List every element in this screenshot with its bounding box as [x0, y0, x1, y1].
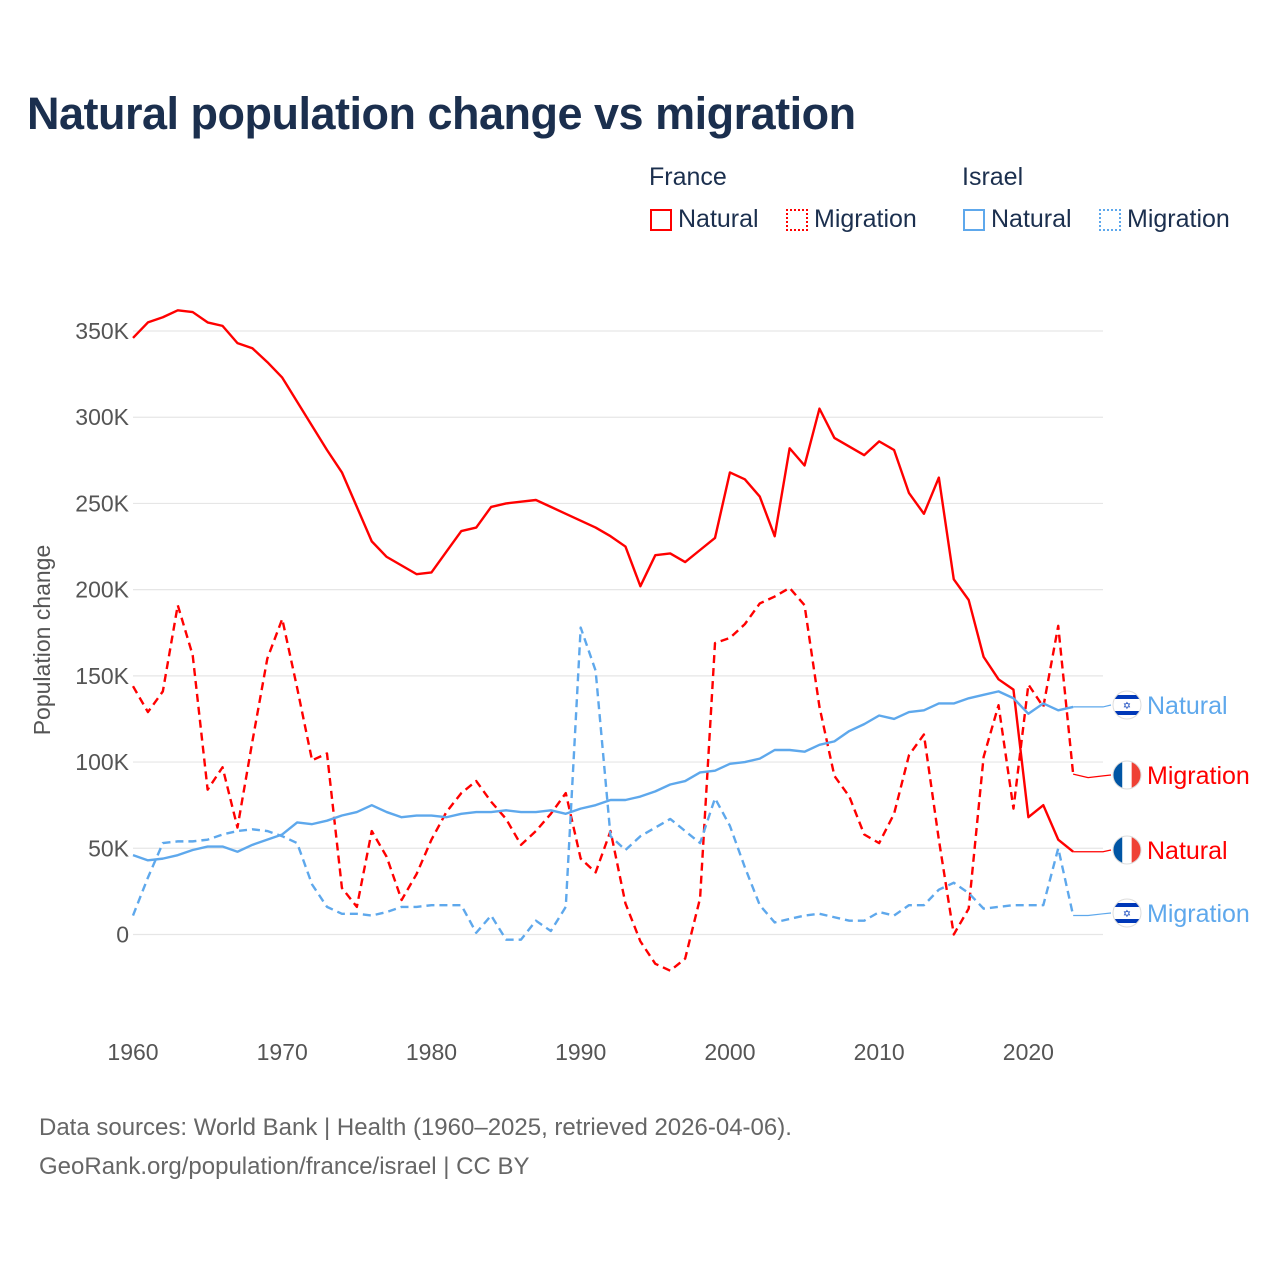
legend-group-israel: Israel — [962, 163, 1024, 191]
series-line-israel-migration[interactable] — [131, 626, 1075, 941]
legend-israel-natural[interactable]: Natural — [963, 205, 1072, 234]
series-connector — [1073, 704, 1112, 708]
x-tick-label: 1970 — [257, 1039, 308, 1065]
series-connector — [1073, 912, 1112, 917]
series-end-label: Natural — [1147, 692, 1228, 720]
dotted-swatch-icon — [786, 208, 808, 231]
x-tick-label: 1980 — [406, 1039, 457, 1065]
legend-label: Migration — [814, 205, 917, 233]
svg-text:✡: ✡ — [1123, 909, 1131, 920]
france-flag-icon — [1112, 760, 1142, 790]
x-tick-label: 1990 — [555, 1039, 606, 1065]
solid-swatch-icon — [963, 208, 985, 231]
x-tick-label: 2020 — [1003, 1039, 1054, 1065]
solid-swatch-icon — [650, 208, 672, 231]
legend-label: Migration — [1127, 205, 1230, 233]
series-connector — [1073, 849, 1112, 853]
y-tick-label: 300K — [75, 404, 129, 430]
legend-france-migration[interactable]: Migration — [786, 205, 917, 234]
series-line-france-natural[interactable] — [132, 309, 1074, 853]
series-line-france-migration[interactable] — [131, 586, 1075, 972]
data-source-text: Data sources: World Bank | Health (1960–… — [39, 1114, 792, 1141]
chart-title: Natural population change vs migration — [27, 88, 856, 139]
y-tick-label: 100K — [75, 749, 129, 775]
y-tick-label: 250K — [75, 490, 129, 516]
x-tick-label: 2000 — [704, 1039, 755, 1065]
series-end-label: Natural — [1147, 837, 1228, 865]
y-tick-label: 50K — [88, 835, 130, 861]
series-line-israel-natural[interactable] — [132, 690, 1074, 862]
dotted-swatch-icon — [1099, 208, 1121, 231]
y-tick-label: 0 — [116, 921, 129, 947]
y-tick-label: 350K — [75, 318, 129, 344]
legend-label: Natural — [678, 205, 759, 233]
y-axis-label: Population change — [29, 545, 55, 736]
y-tick-label: 150K — [75, 663, 129, 689]
x-tick-label: 2010 — [854, 1039, 905, 1065]
france-flag-icon — [1112, 835, 1142, 865]
y-tick-label: 200K — [75, 577, 129, 603]
series-end-label: Migration — [1147, 900, 1250, 928]
footer: Data sources: World Bank | Health (1960–… — [39, 1108, 792, 1186]
series-end-label: Migration — [1147, 762, 1250, 790]
legend-israel-migration[interactable]: Migration — [1099, 205, 1230, 234]
legend-group-france: France — [649, 163, 727, 191]
israel-flag-icon: ✡ — [1112, 898, 1142, 928]
x-tick-label: 1960 — [107, 1039, 158, 1065]
legend-france-natural[interactable]: Natural — [650, 205, 759, 234]
attribution-link[interactable]: GeoRank.org/population/france/israel | C… — [39, 1153, 530, 1180]
series-connector — [1073, 773, 1112, 779]
legend-label: Natural — [991, 205, 1072, 233]
svg-text:✡: ✡ — [1123, 701, 1131, 712]
israel-flag-icon: ✡ — [1112, 690, 1142, 720]
